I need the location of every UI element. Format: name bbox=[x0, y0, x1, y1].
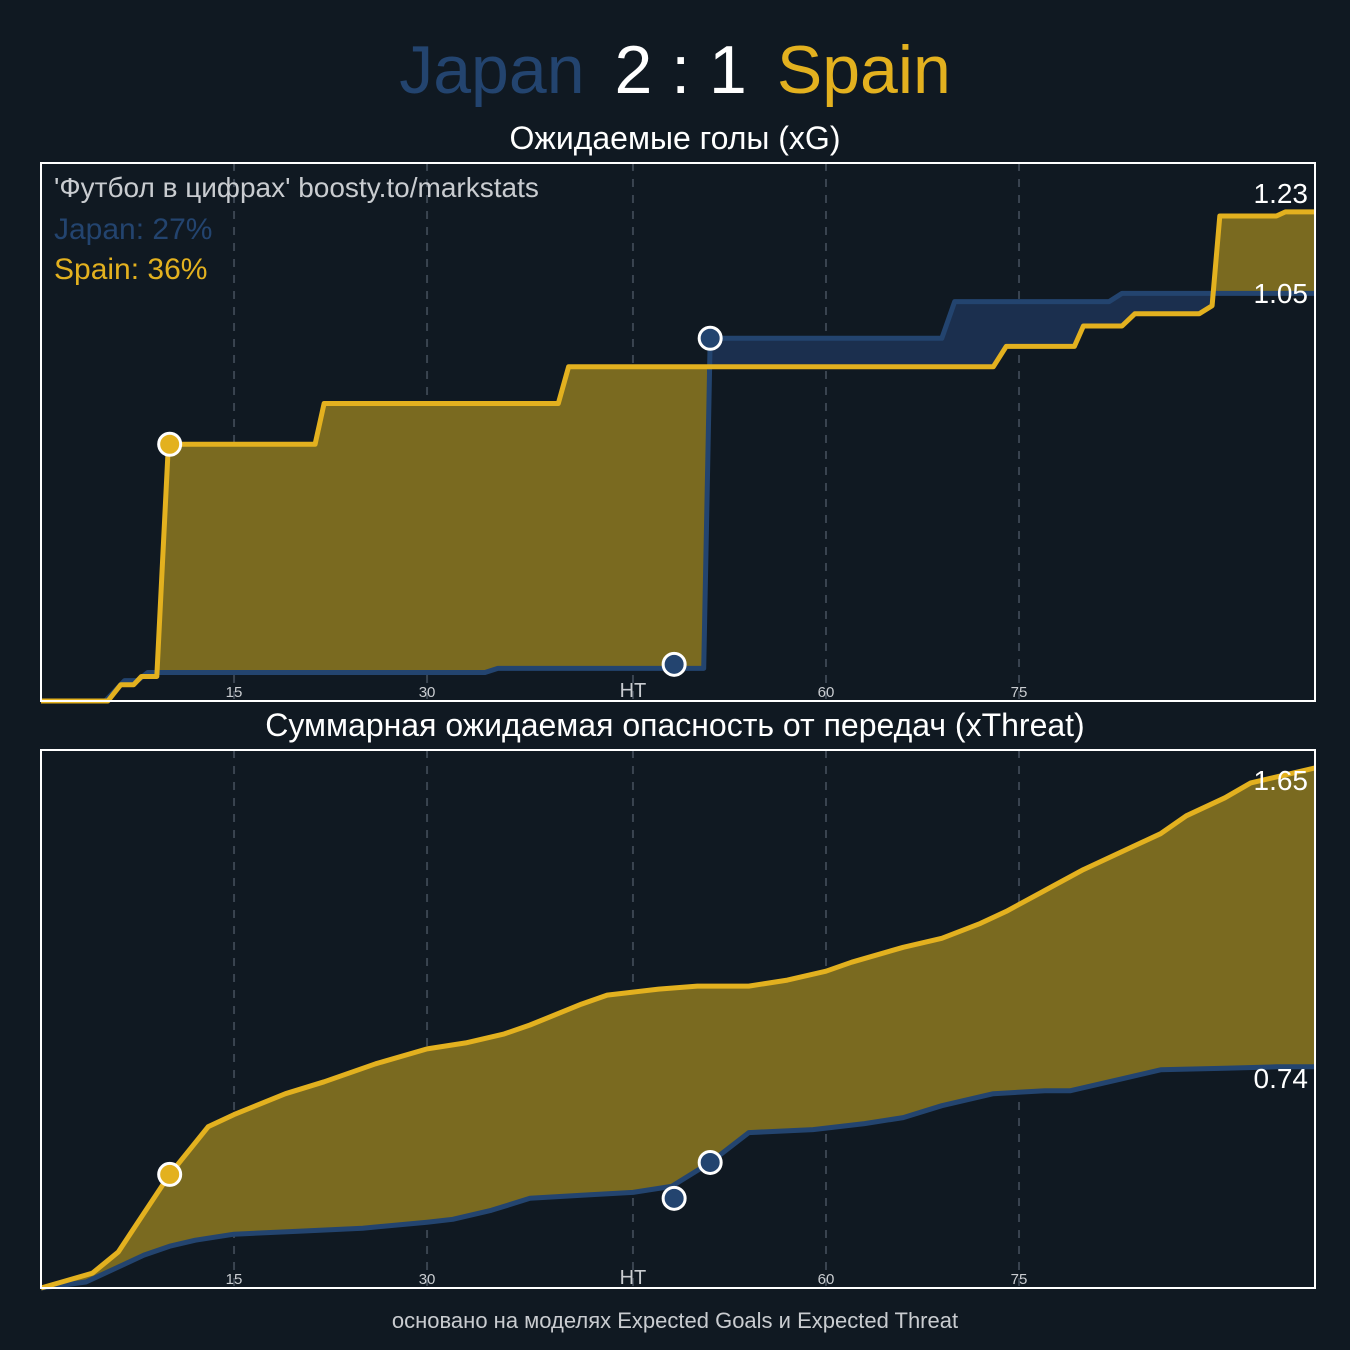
xthreat-line-home bbox=[40, 1064, 1315, 1291]
xg-home-end-value: 1.05 bbox=[1253, 278, 1309, 309]
xthreat-tick-label: 75 bbox=[1011, 1271, 1028, 1288]
xg-away-end-value: 1.23 bbox=[1253, 178, 1309, 209]
xg-goal-marker-away bbox=[157, 431, 183, 457]
xthreat-home-end-value: 0.74 bbox=[1253, 1063, 1309, 1094]
home-team-name: Japan bbox=[399, 32, 585, 108]
xg-line-away bbox=[41, 209, 1315, 704]
xg-tick-label: 60 bbox=[818, 684, 835, 701]
xg-goal-marker-home bbox=[661, 651, 687, 677]
xg-fill-away bbox=[156, 366, 708, 677]
match-score: 2 : 1 bbox=[614, 32, 747, 108]
xg-fill-away bbox=[1212, 211, 1315, 306]
xg-goal-marker-home bbox=[697, 325, 723, 351]
xthreat-goal-marker-home bbox=[661, 1185, 687, 1211]
xthreat-chart: 15 30 HT 60 75 bbox=[40, 749, 1316, 1291]
match-header: Japan 2 : 1 Spain bbox=[0, 28, 1350, 112]
xg-line-home bbox=[41, 290, 1315, 704]
xthreat-goal-marker-away bbox=[157, 1161, 183, 1187]
xthreat-frame bbox=[40, 749, 1316, 1289]
xg-fill-home bbox=[707, 293, 1213, 504]
away-team-name: Spain bbox=[776, 32, 951, 108]
xg-tick-label: HT bbox=[620, 680, 647, 702]
xg-tick-label: 15 bbox=[226, 684, 243, 701]
xg-frame bbox=[40, 162, 1316, 702]
xg-chart-title: Ожидаемые голы (xG) bbox=[509, 120, 841, 156]
xg-chart: 15 30 HT 60 75 bbox=[40, 162, 1316, 704]
credit-text: 'Футбол в цифрах' boosty.to/markstats bbox=[54, 172, 539, 203]
away-share-label: Spain: 36% bbox=[54, 253, 208, 286]
home-share-label: Japan: 27% bbox=[54, 213, 213, 246]
xthreat-tick-label: 30 bbox=[419, 1271, 436, 1288]
xthreat-line-away bbox=[40, 765, 1316, 1291]
xthreat-tick-label: 60 bbox=[818, 1271, 835, 1288]
xg-tick-label: 75 bbox=[1011, 684, 1028, 701]
footer-note: основано на моделях Expected Goals и Exp… bbox=[391, 1308, 959, 1333]
xthreat-tick-label: 15 bbox=[226, 1271, 243, 1288]
xthreat-tick-label: HT bbox=[620, 1267, 647, 1289]
xg-tick-label: 30 bbox=[419, 684, 436, 701]
xthreat-fill-away bbox=[41, 767, 1315, 1288]
xthreat-chart-title: Суммарная ожидаемая опасность от передач… bbox=[265, 707, 1085, 743]
xthreat-away-end-value: 1.65 bbox=[1253, 765, 1309, 796]
xthreat-goal-marker-home bbox=[697, 1149, 723, 1175]
